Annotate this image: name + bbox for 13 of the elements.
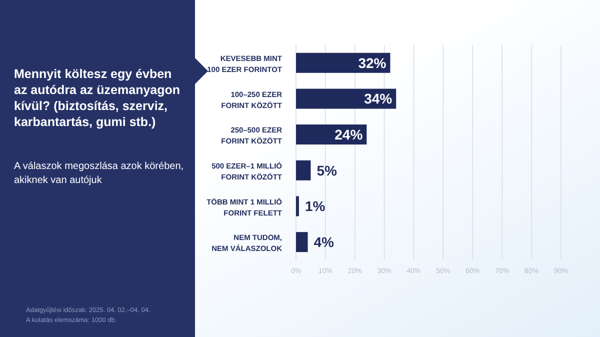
bar [296, 88, 396, 109]
text: A válaszok megoszlása azok körében, akiknek van autójuk [14, 160, 185, 188]
data-label: 4% [314, 234, 335, 250]
data-label: 34% [364, 90, 393, 107]
bar [296, 52, 390, 73]
bar [296, 160, 311, 180]
bar [296, 232, 308, 252]
data-label: 1% [304, 198, 326, 214]
text: Mennyit költesz egy évben az autódra az üzemanyagon kívül? (biztosítás, szerviz, karbantartás, gumi stb.) [14, 66, 182, 130]
data-label: 5% [316, 162, 338, 178]
data-label: 24% [334, 126, 364, 143]
bar [296, 196, 299, 216]
data-label: 32% [358, 54, 387, 71]
